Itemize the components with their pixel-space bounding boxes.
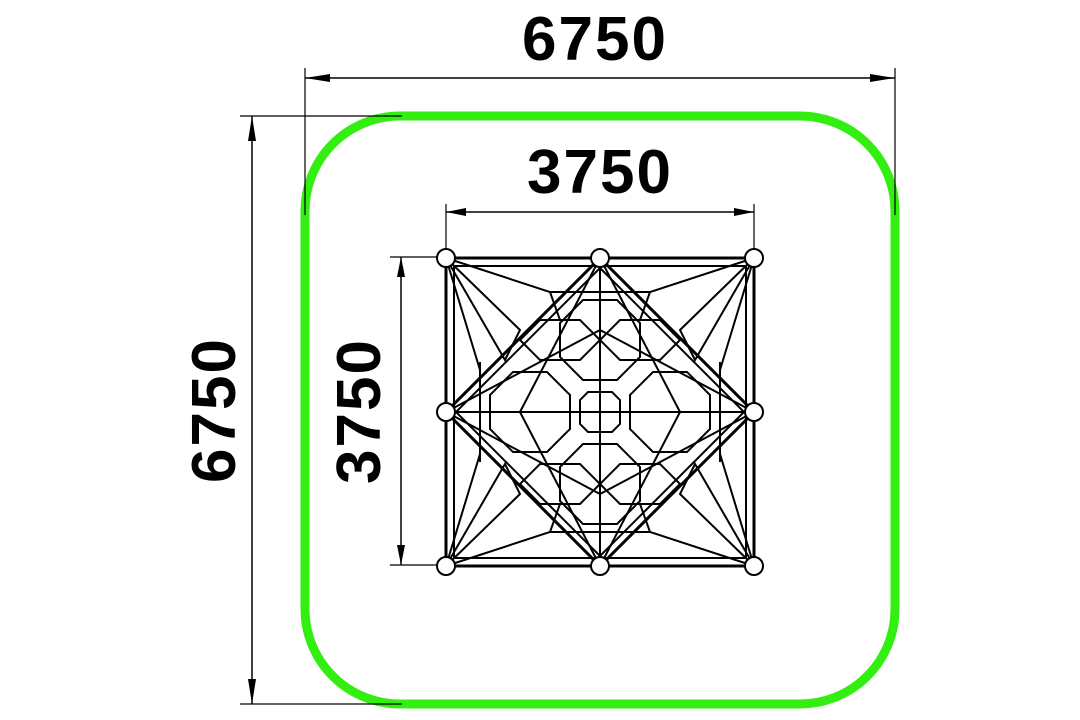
- node-top-center: [590, 248, 610, 268]
- node-bottom-right: [744, 556, 764, 576]
- net-octagons: [489, 299, 711, 525]
- node-bottom-left: [436, 556, 456, 576]
- outer-width-label: 6750: [522, 5, 668, 74]
- inner-width-label: 3750: [527, 138, 673, 207]
- rope-pyramid-structure: [436, 248, 764, 576]
- inner-width-dimension: 3750: [445, 138, 755, 256]
- outer-width-dimension: 6750: [304, 5, 896, 215]
- structure-nodes: [436, 248, 764, 576]
- node-top-left: [436, 248, 456, 268]
- outer-height-label: 6750: [180, 337, 249, 483]
- outer-height-dimension: 6750: [180, 115, 402, 705]
- inner-height-dimension: 3750: [325, 256, 446, 566]
- safety-zone-outline: [300, 111, 900, 709]
- node-middle-left: [436, 402, 456, 422]
- node-bottom-center: [590, 556, 610, 576]
- node-middle-right: [744, 402, 764, 422]
- inner-height-label: 3750: [325, 338, 394, 484]
- node-top-right: [744, 248, 764, 268]
